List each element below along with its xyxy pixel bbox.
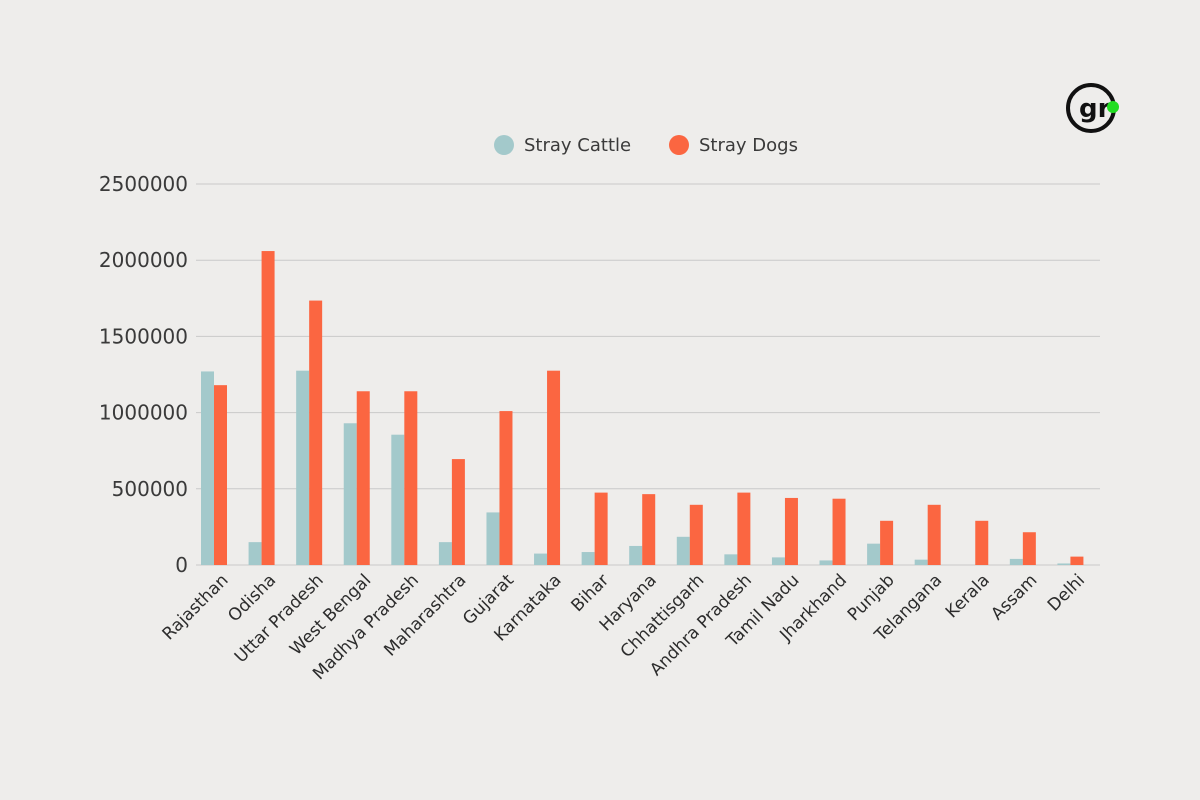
x-tick-label: Kerala xyxy=(942,570,994,622)
bar-stray-dogs xyxy=(1070,556,1084,565)
y-tick-label: 0 xyxy=(175,553,188,577)
logo-text: gr xyxy=(1079,94,1111,124)
bar-stray-dogs xyxy=(975,520,989,565)
y-tick-label: 1000000 xyxy=(99,401,188,425)
y-tick-label: 2000000 xyxy=(99,248,188,272)
bar-stray-dogs xyxy=(356,391,370,565)
bar-stray-dogs xyxy=(737,492,751,565)
legend-label-cattle: Stray Cattle xyxy=(524,135,631,156)
legend: Stray Cattle Stray Dogs xyxy=(494,135,798,156)
bar-stray-cattle xyxy=(201,371,214,565)
bar-stray-dogs xyxy=(309,300,323,565)
legend-label-dogs: Stray Dogs xyxy=(699,135,798,156)
y-tick-label: 1500000 xyxy=(99,324,188,348)
y-tick-label: 2500000 xyxy=(99,172,188,196)
y-tick-label: 500000 xyxy=(112,477,188,501)
bar-stray-cattle xyxy=(629,545,643,565)
x-tick-label: Bihar xyxy=(568,570,614,616)
bar-stray-dogs xyxy=(214,385,227,565)
bar-stray-cattle xyxy=(914,559,928,565)
legend-swatch-cattle xyxy=(494,135,514,155)
bar-stray-dogs xyxy=(784,497,798,565)
bar-stray-dogs xyxy=(594,492,608,565)
bar-stray-dogs xyxy=(832,498,846,565)
bar-stray-dogs xyxy=(1022,532,1036,565)
bar-stray-cattle xyxy=(676,536,690,565)
logo: gr xyxy=(1066,83,1119,133)
bar-stray-cattle xyxy=(867,543,881,565)
bar-stray-cattle xyxy=(724,554,738,565)
bar-stray-dogs xyxy=(880,520,894,565)
bar-stray-cattle xyxy=(1057,563,1071,565)
bar-stray-cattle xyxy=(438,542,452,565)
legend-swatch-dogs xyxy=(669,135,689,155)
bar-stray-dogs xyxy=(927,504,941,565)
bar-stray-dogs xyxy=(404,391,418,565)
x-tick-label: Chhattisgarh xyxy=(617,570,709,662)
bar-stray-cattle xyxy=(1009,558,1023,565)
bars xyxy=(201,251,1084,565)
bar-stray-dogs xyxy=(547,370,561,565)
bar-stray-cattle xyxy=(534,553,548,565)
x-tick-label: Assam xyxy=(987,570,1041,624)
bar-stray-cattle xyxy=(771,557,785,565)
bar-stray-dogs xyxy=(642,494,656,565)
bar-stray-dogs xyxy=(689,504,703,565)
y-axis: 0 500000 1000000 1500000 2000000 2500000 xyxy=(99,172,188,577)
bar-stray-cattle xyxy=(819,560,833,565)
bar-stray-cattle xyxy=(391,434,405,565)
bar-stray-cattle xyxy=(296,370,310,565)
bar-stray-cattle xyxy=(248,542,262,565)
bar-stray-cattle xyxy=(343,423,357,565)
x-tick-label: Rajasthan xyxy=(159,570,233,644)
bar-stray-dogs xyxy=(261,251,275,565)
x-tick-label: Delhi xyxy=(1044,570,1089,615)
logo-dot xyxy=(1107,101,1119,113)
bar-stray-cattle xyxy=(486,512,500,565)
bar-stray-cattle xyxy=(581,552,595,565)
bar-stray-dogs xyxy=(499,411,513,565)
bar-stray-dogs xyxy=(451,459,465,565)
